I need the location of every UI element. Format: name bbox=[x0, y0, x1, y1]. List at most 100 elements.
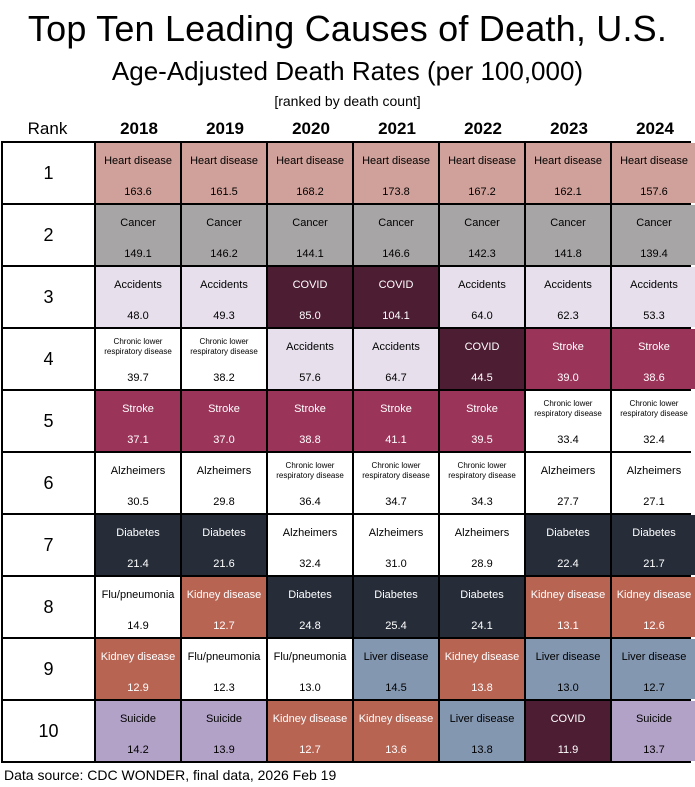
table-cell: Accidents 64.0 bbox=[440, 267, 524, 327]
rate-value: 146.2 bbox=[210, 248, 238, 260]
rate-value: 39.5 bbox=[471, 434, 493, 446]
table-cell: Alzheimers 27.7 bbox=[526, 453, 610, 513]
table-cell: COVID 11.9 bbox=[526, 701, 610, 761]
cause-label: Stroke bbox=[294, 402, 326, 415]
rate-value: 13.1 bbox=[557, 620, 579, 632]
table-cell: Flu/pneumonia 14.9 bbox=[96, 577, 180, 637]
rate-value: 157.6 bbox=[640, 186, 668, 198]
rate-value: 12.7 bbox=[643, 682, 665, 694]
rate-value: 34.7 bbox=[385, 496, 407, 508]
cause-label: Stroke bbox=[466, 402, 498, 415]
cause-label: Liver disease bbox=[363, 650, 429, 663]
rate-value: 21.7 bbox=[643, 558, 665, 570]
cause-label: Chronic lower respiratory disease bbox=[190, 337, 258, 356]
rate-value: 142.3 bbox=[468, 248, 496, 260]
rate-value: 13.0 bbox=[299, 682, 321, 694]
table-cell: Cancer 146.6 bbox=[354, 205, 438, 265]
rate-value: 12.9 bbox=[127, 682, 149, 694]
rate-value: 12.7 bbox=[299, 744, 321, 756]
cause-label: Heart disease bbox=[448, 154, 516, 167]
rate-value: 162.1 bbox=[554, 186, 582, 198]
table-cell: Heart disease 173.8 bbox=[354, 143, 438, 203]
table-cell: Accidents 48.0 bbox=[96, 267, 180, 327]
table-cell: Stroke 39.5 bbox=[440, 391, 524, 451]
cause-label: Kidney disease bbox=[530, 588, 606, 601]
table-cell: Stroke 39.0 bbox=[526, 329, 610, 389]
rate-value: 53.3 bbox=[643, 310, 665, 322]
year-header-2018: 2018 bbox=[120, 119, 158, 138]
rate-value: 21.6 bbox=[213, 558, 235, 570]
table-cell: Cancer 142.3 bbox=[440, 205, 524, 265]
cause-label: Alzheimers bbox=[540, 464, 596, 477]
cause-label: Alzheimers bbox=[282, 526, 338, 539]
table-cell: Liver disease 12.7 bbox=[612, 639, 695, 699]
cause-label: Diabetes bbox=[202, 526, 246, 539]
cause-label: Cancer bbox=[550, 216, 586, 229]
table-cell: Stroke 38.8 bbox=[268, 391, 352, 451]
rate-value: 27.7 bbox=[557, 496, 579, 508]
rate-value: 27.1 bbox=[643, 496, 665, 508]
table-cell: Stroke 37.1 bbox=[96, 391, 180, 451]
cause-label: Heart disease bbox=[534, 154, 602, 167]
table-cell: Chronic lower respiratory disease 39.7 bbox=[96, 329, 180, 389]
table-cell: Heart disease 163.6 bbox=[96, 143, 180, 203]
table-cell: Alzheimers 30.5 bbox=[96, 453, 180, 513]
table-cell: Diabetes 25.4 bbox=[354, 577, 438, 637]
table-cell: COVID 85.0 bbox=[268, 267, 352, 327]
cause-label: Cancer bbox=[464, 216, 500, 229]
rate-value: 161.5 bbox=[210, 186, 238, 198]
rate-value: 11.9 bbox=[557, 744, 579, 756]
rate-value: 64.0 bbox=[471, 310, 493, 322]
table-cell: Accidents 64.7 bbox=[354, 329, 438, 389]
rate-value: 64.7 bbox=[385, 372, 407, 384]
cause-label: Kidney disease bbox=[444, 650, 520, 663]
rate-value: 12.6 bbox=[643, 620, 665, 632]
table-cell: Liver disease 13.8 bbox=[440, 701, 524, 761]
table-cell: Chronic lower respiratory disease 36.4 bbox=[268, 453, 352, 513]
year-header-2024: 2024 bbox=[636, 119, 674, 138]
table-cell: Diabetes 21.7 bbox=[612, 515, 695, 575]
rate-value: 13.9 bbox=[213, 744, 235, 756]
cause-label: Heart disease bbox=[190, 154, 258, 167]
cause-label: Accidents bbox=[458, 278, 506, 291]
table-cell: Diabetes 24.8 bbox=[268, 577, 352, 637]
rate-value: 57.6 bbox=[299, 372, 321, 384]
rate-value: 149.1 bbox=[124, 248, 152, 260]
year-header-2021: 2021 bbox=[378, 119, 416, 138]
rate-value: 168.2 bbox=[296, 186, 324, 198]
rank-column-header: Rank bbox=[27, 119, 68, 138]
cause-label: Heart disease bbox=[362, 154, 430, 167]
cause-label: Cancer bbox=[378, 216, 414, 229]
cause-label: Stroke bbox=[122, 402, 154, 415]
cause-label: Chronic lower respiratory disease bbox=[448, 461, 516, 480]
table-cell: Accidents 49.3 bbox=[182, 267, 266, 327]
rate-value: 13.6 bbox=[385, 744, 407, 756]
table-cell: Kidney disease 12.9 bbox=[96, 639, 180, 699]
rate-value: 163.6 bbox=[124, 186, 152, 198]
rate-value: 34.3 bbox=[471, 496, 493, 508]
cause-label: Accidents bbox=[200, 278, 248, 291]
cause-label: Diabetes bbox=[632, 526, 676, 539]
cause-label: Accidents bbox=[544, 278, 592, 291]
cause-label: Heart disease bbox=[104, 154, 172, 167]
cause-label: COVID bbox=[550, 712, 586, 725]
cause-label: Alzheimers bbox=[454, 526, 510, 539]
cause-label: Suicide bbox=[205, 712, 243, 725]
rate-value: 104.1 bbox=[382, 310, 410, 322]
table-cell: Chronic lower respiratory disease 34.3 bbox=[440, 453, 524, 513]
cause-label: Liver disease bbox=[535, 650, 601, 663]
cause-label: Accidents bbox=[630, 278, 678, 291]
rate-value: 13.0 bbox=[557, 682, 579, 694]
table-cell: Diabetes 22.4 bbox=[526, 515, 610, 575]
table-cell: Kidney disease 12.7 bbox=[182, 577, 266, 637]
rate-value: 37.0 bbox=[213, 434, 235, 446]
year-header-2020: 2020 bbox=[292, 119, 330, 138]
chart-subtitle: Age-Adjusted Death Rates (per 100,000) bbox=[111, 56, 584, 86]
table-cell: Kidney disease 12.6 bbox=[612, 577, 695, 637]
year-header-2019: 2019 bbox=[206, 119, 244, 138]
cause-label: COVID bbox=[292, 278, 328, 291]
table-cell: Kidney disease 13.8 bbox=[440, 639, 524, 699]
cause-label: Diabetes bbox=[546, 526, 590, 539]
cause-label: Cancer bbox=[120, 216, 156, 229]
table-cell: Heart disease 157.6 bbox=[612, 143, 695, 203]
